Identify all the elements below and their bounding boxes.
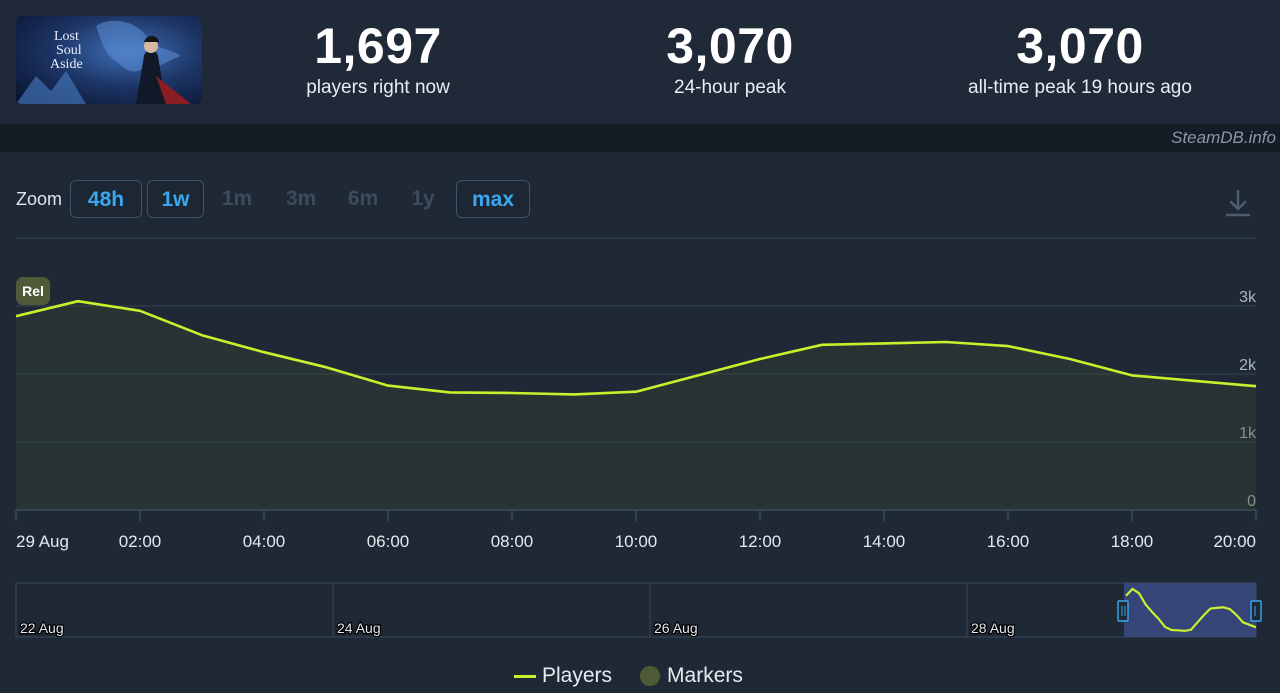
navigator-labels: 22 Aug 24 Aug 26 Aug 28 Aug — [19, 619, 1016, 638]
stat-label[interactable]: all-time peak 19 hours ago — [968, 77, 1192, 98]
x-tick-label: 02:00 — [119, 532, 162, 551]
chart-grid — [16, 305, 1256, 443]
legend-markers-label[interactable]: Markers — [667, 664, 743, 687]
navigator-label: 28 Aug — [971, 620, 1015, 636]
x-tick-label: 10:00 — [615, 532, 658, 551]
legend-players-swatch — [514, 674, 536, 678]
stat-24h-peak: 3,070 24-hour peak — [580, 18, 880, 100]
x-axis-ticks — [15, 510, 1257, 521]
zoom-label: Zoom — [16, 189, 63, 209]
x-tick-label: 18:00 — [1111, 532, 1154, 551]
navigator-label: 22 Aug — [20, 620, 64, 636]
navigator-label: 26 Aug — [654, 620, 698, 636]
zoom-6m-button[interactable]: 6m — [347, 187, 379, 210]
stat-label: players right now — [306, 77, 450, 98]
y-tick-label: 1k — [1239, 425, 1257, 442]
navigator[interactable]: 22 Aug 24 Aug 26 Aug 28 Aug — [15, 582, 1262, 638]
legend-markers-swatch — [640, 666, 661, 686]
stat-value: 1,697 — [314, 18, 442, 74]
x-tick-label: 20:00 — [1213, 532, 1256, 551]
download-icon[interactable] — [1224, 188, 1252, 223]
x-tick-label: 12:00 — [739, 532, 782, 551]
game-capsule-image[interactable]: Lost Soul Aside — [16, 16, 202, 104]
stat-label: 24-hour peak — [674, 77, 786, 98]
navigator-label: 24 Aug — [337, 620, 381, 636]
x-tick-label: 14:00 — [863, 532, 906, 551]
y-tick-label: 3k — [1239, 289, 1257, 306]
game-title-line1: Lost — [54, 29, 79, 44]
x-tick-label: 29 Aug — [16, 532, 69, 551]
game-title-line3: Aside — [50, 57, 83, 72]
stat-current-players: 1,697 players right now — [228, 18, 528, 100]
x-tick-label: 08:00 — [491, 532, 534, 551]
x-tick-label: 16:00 — [987, 532, 1030, 551]
stat-value: 3,070 — [1016, 18, 1144, 74]
navigator-gridlines — [15, 583, 968, 637]
navigator-selection — [1124, 583, 1256, 637]
steamdb-credit: SteamDB.info — [1171, 128, 1276, 147]
navigator-right-handle[interactable] — [1250, 600, 1262, 622]
zoom-1w-button[interactable]: 1w — [147, 180, 204, 218]
zoom-48h-button[interactable]: 48h — [70, 180, 142, 218]
chart-legend: Players Markers — [514, 664, 743, 688]
header-divider — [0, 124, 1280, 152]
y-tick-label: 2k — [1239, 357, 1257, 374]
players-line — [15, 299, 1257, 396]
zoom-1m-button[interactable]: 1m — [221, 187, 253, 210]
stat-all-time-peak: 3,070 all-time peak 19 hours ago — [930, 18, 1230, 100]
stats-header: Lost Soul Aside 1,697 players right now … — [0, 0, 1280, 124]
zoom-3m-button[interactable]: 3m — [285, 187, 317, 210]
navigator-left-handle[interactable] — [1117, 600, 1129, 622]
x-tick-label: 04:00 — [243, 532, 286, 551]
stat-value: 3,070 — [666, 18, 794, 74]
navigator-players-line — [1125, 587, 1257, 633]
x-axis-labels: 29 Aug 02:00 04:00 06:00 08:00 10:00 12:00 14:0… — [16, 532, 1256, 551]
players-area — [16, 301, 1256, 510]
game-title-line2: Soul — [56, 43, 82, 58]
y-tick-label: 0 — [1247, 493, 1256, 510]
legend-players-label[interactable]: Players — [542, 664, 613, 687]
zoom-1y-button[interactable]: 1y — [411, 187, 435, 210]
y-axis-labels: 0 1k 2k 3k — [1239, 289, 1257, 510]
game-artwork: Lost Soul Aside — [16, 16, 202, 104]
zoom-max-button[interactable]: max — [456, 180, 530, 218]
marker-badge-label: Rel — [22, 283, 44, 299]
x-tick-label: 06:00 — [367, 532, 410, 551]
release-marker[interactable]: Rel — [16, 277, 50, 305]
